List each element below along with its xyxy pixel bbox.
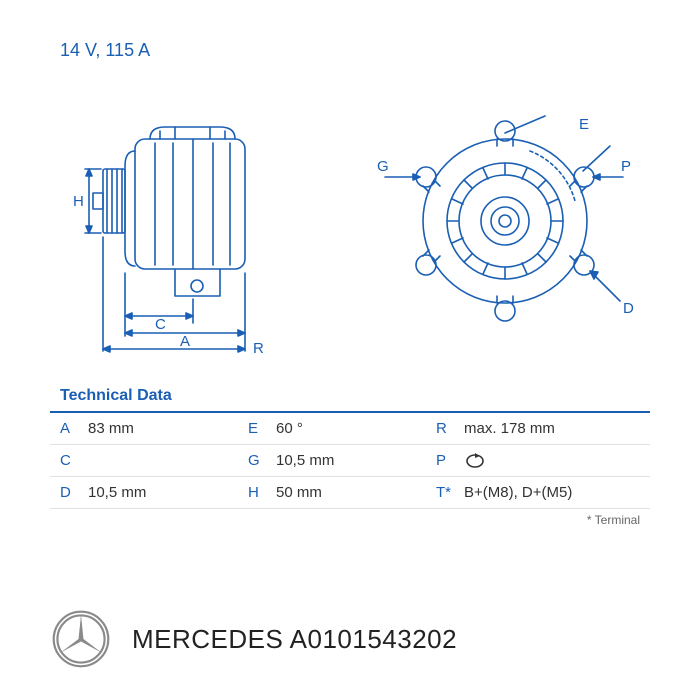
technical-data-heading: Technical Data — [50, 381, 650, 413]
dim-label-G: G — [377, 158, 389, 175]
technical-data-table: A 83 mm E 60 ° R max. 178 mm C G 10,5 mm… — [50, 413, 650, 509]
table-key: H — [238, 477, 266, 509]
table-key: R — [426, 413, 454, 445]
page-container: 14 V, 115 A — [0, 0, 700, 700]
table-val: 10,5 mm — [266, 445, 426, 477]
table-key: P — [426, 445, 454, 477]
table-key: D — [50, 477, 78, 509]
dim-label-R: R — [253, 340, 264, 357]
table-val: 50 mm — [266, 477, 426, 509]
table-val: 10,5 mm — [78, 477, 238, 509]
technical-drawing-area: H C A R — [50, 81, 650, 371]
dim-label-H: H — [73, 193, 84, 210]
table-footnote: * Terminal — [50, 509, 650, 527]
table-key: E — [238, 413, 266, 445]
header-spec-text: 14 V, 115 A — [60, 40, 650, 61]
dim-label-P: P — [621, 158, 631, 175]
dim-label-C: C — [155, 316, 166, 333]
table-val: 83 mm — [78, 413, 238, 445]
dim-label-A: A — [180, 333, 190, 350]
dim-label-D: D — [623, 300, 634, 317]
table-key: A — [50, 413, 78, 445]
mercedes-logo-icon — [50, 608, 112, 670]
alternator-side-view: H C A R — [65, 91, 295, 361]
dim-label-E: E — [579, 116, 589, 133]
table-val: max. 178 mm — [454, 413, 650, 445]
table-val: B+(M8), D+(M5) — [454, 477, 650, 509]
footer: MERCEDES A0101543202 — [50, 608, 650, 670]
alternator-front-view: E G P D — [375, 91, 635, 361]
table-key: C — [50, 445, 78, 477]
part-number: A0101543202 — [290, 624, 457, 654]
table-val: 60 ° — [266, 413, 426, 445]
table-key: G — [238, 445, 266, 477]
part-number-label: MERCEDES A0101543202 — [132, 624, 457, 655]
rotation-direction-icon — [464, 451, 486, 469]
table-val-rotation — [454, 445, 650, 477]
table-val — [78, 445, 238, 477]
brand-name: MERCEDES — [132, 624, 283, 654]
table-key: T* — [426, 477, 454, 509]
